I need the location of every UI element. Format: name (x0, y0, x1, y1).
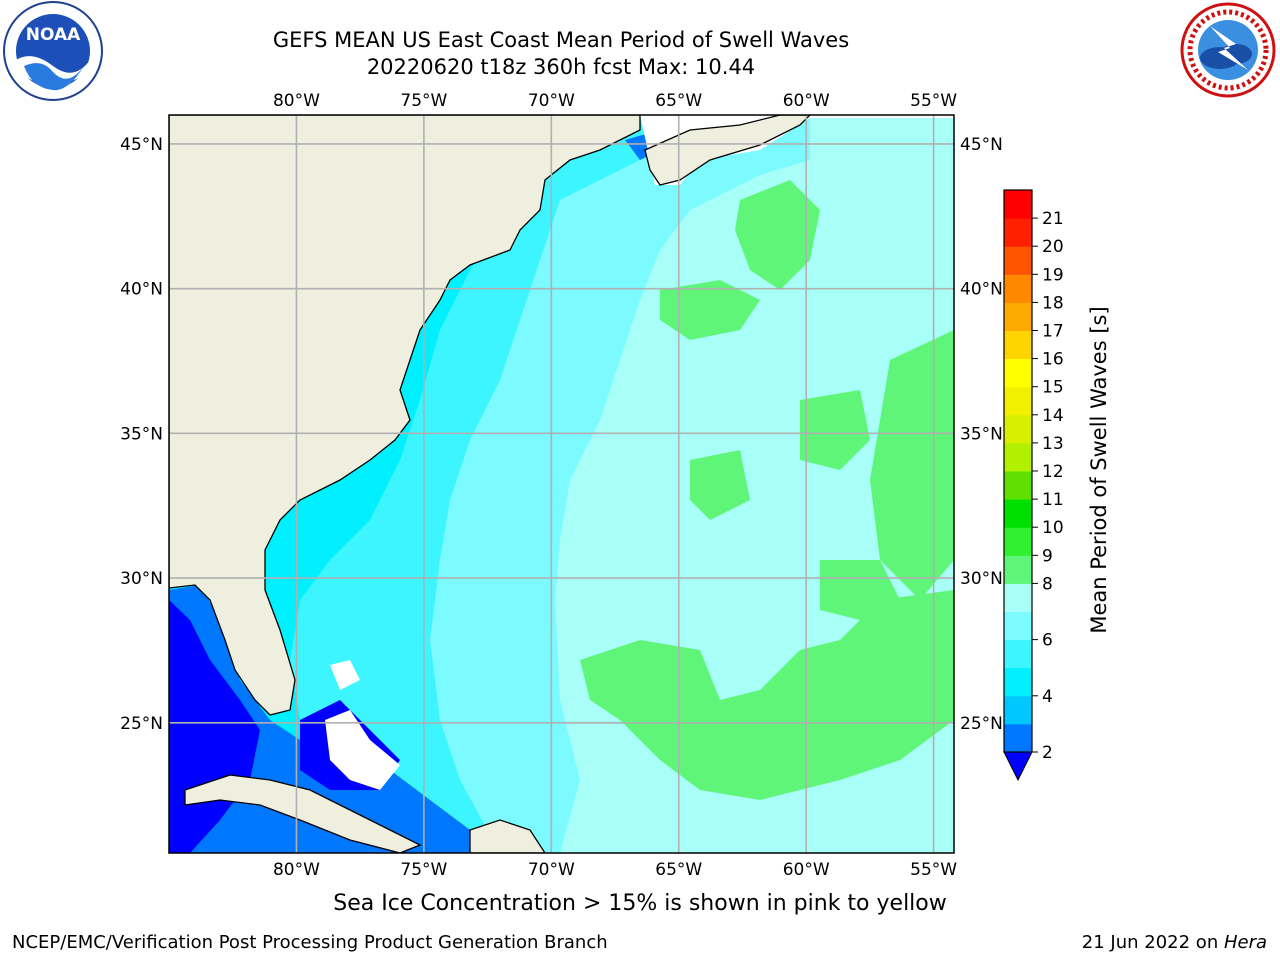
lat-labels-right: 45°N 40°N 35°N 30°N 25°N (960, 135, 1003, 734)
lat-tick-label-right: 40°N (960, 280, 1003, 300)
no-data-bahamas (325, 710, 400, 790)
lon-tick-label-bottom: 60°W (783, 860, 830, 880)
lon-tick-label-top: 60°W (783, 91, 830, 111)
colorbar-label: Mean Period of Swell Waves [s] (1087, 306, 1111, 633)
noaa-logo-text: NOAA (26, 25, 81, 45)
map-frame (168, 114, 955, 854)
colorbar-segment (1004, 639, 1032, 669)
lon-tick-label-top: 55°W (910, 91, 957, 111)
colorbar-tick-label: 2 (1042, 743, 1053, 763)
colorbar-tick-label: 8 (1042, 574, 1053, 594)
footer-date: 21 Jun 2022 on (1081, 932, 1224, 953)
colorbar-tick-label: 12 (1042, 462, 1064, 482)
lon-labels-bottom: 80°W 75°W 70°W 65°W 60°W 55°W (273, 860, 957, 880)
colorbar-segment (1004, 414, 1032, 444)
green-patch-5 (690, 450, 750, 520)
colorbar-segment (1004, 723, 1032, 753)
lat-tick-label-right: 35°N (960, 424, 1003, 444)
footer-right: 21 Jun 2022 on Hera (1082, 932, 1267, 953)
colorbar-segment (1004, 499, 1032, 528)
land-north-america (169, 115, 641, 716)
lon-tick-label-top: 70°W (528, 91, 575, 111)
lon-tick-label-bottom: 65°W (655, 860, 702, 880)
lat-labels-left: 45°N 40°N 35°N 30°N 25°N (120, 135, 163, 734)
colorbar-tick-label: 17 (1042, 322, 1064, 342)
lat-tick-label-right: 30°N (960, 569, 1003, 589)
lat-tick-label-right: 25°N (960, 714, 1003, 734)
lat-tick-label-left: 35°N (120, 424, 163, 444)
colorbar-segment (1004, 527, 1032, 556)
colorbar-segment (1004, 274, 1032, 303)
footer-host: Hera (1223, 932, 1267, 953)
colorbar-tick-label: 6 (1042, 631, 1053, 651)
colorbar-segment (1004, 358, 1032, 388)
colorbar-tick-label: 18 (1042, 293, 1064, 313)
colorbar-tick-label: 11 (1042, 490, 1064, 510)
colorbar-tick-label: 21 (1042, 209, 1064, 229)
colorbar-segment (1004, 246, 1032, 275)
colorbar-extend-min (1003, 751, 1033, 782)
colorbar-segment (1004, 611, 1032, 641)
land-nova-scotia (644, 115, 811, 186)
lon-tick-label-top: 80°W (273, 91, 320, 111)
sea-ice-note: Sea Ice Concentration > 15% is shown in … (333, 891, 947, 916)
colorbar-tick-label: 4 (1042, 687, 1053, 707)
green-patch-2 (660, 280, 760, 340)
colorbar-segment (1004, 330, 1032, 360)
colorbar-tick-label: 19 (1042, 265, 1064, 285)
lon-tick-label-bottom: 75°W (400, 860, 447, 880)
chart-title: GEFS MEAN US East Coast Mean Period of S… (272, 28, 850, 52)
colorbar-segment (1004, 695, 1032, 725)
colorbar-tick-label: 9 (1042, 546, 1053, 566)
lat-tick-label-left: 30°N (120, 569, 163, 589)
green-patch-4 (800, 390, 870, 470)
lon-tick-label-bottom: 80°W (273, 860, 320, 880)
colorbar-tick-label: 15 (1042, 378, 1064, 398)
colorbar-segment (1004, 667, 1032, 697)
lat-tick-label-right: 45°N (960, 135, 1003, 155)
colorbar-segment (1004, 190, 1032, 219)
footer-left: NCEP/EMC/Verification Post Processing Pr… (12, 932, 608, 953)
colorbar-segment (1004, 471, 1032, 500)
chart-subtitle: 20220620 t18z 360h fcst Max: 10.44 (366, 55, 756, 79)
green-patch-7 (820, 560, 900, 620)
colorbar-tick-label: 10 (1042, 518, 1064, 538)
colorbar-segment (1004, 302, 1032, 331)
colorbar: 2 4 6 8 9 10 11 12 13 14 15 16 17 18 19 20 21 (1003, 189, 1064, 782)
green-patch-1 (735, 180, 820, 290)
lat-tick-label-left: 45°N (120, 135, 163, 155)
lon-tick-label-top: 65°W (655, 91, 702, 111)
land-cuba (184, 774, 422, 853)
map-grid (169, 115, 954, 853)
noaa-logo-icon: NOAA (3, 1, 103, 101)
lat-tick-label-left: 40°N (120, 280, 163, 300)
colorbar-segment (1004, 218, 1032, 247)
no-data-bahamas-north (330, 660, 360, 690)
green-patch-6 (580, 590, 954, 800)
colorbar-segment (1004, 386, 1032, 416)
colorbar-segment (1004, 442, 1032, 472)
nws-logo-icon (1180, 2, 1276, 98)
land-hispaniola (469, 819, 546, 853)
lat-tick-label-left: 25°N (120, 714, 163, 734)
lon-labels-top: 80°W 75°W 70°W 65°W 60°W 55°W (273, 91, 957, 111)
colorbar-tick-label: 20 (1042, 237, 1064, 257)
colorbar-tick-label: 16 (1042, 350, 1064, 370)
lon-tick-label-bottom: 70°W (528, 860, 575, 880)
map-plot-area (169, 115, 954, 853)
lon-tick-label-bottom: 55°W (910, 860, 957, 880)
colorbar-tick-label: 13 (1042, 434, 1064, 454)
colorbar-segment (1004, 583, 1032, 612)
colorbar-segment (1004, 555, 1032, 584)
colorbar-tick-label: 14 (1042, 406, 1064, 426)
lon-tick-label-top: 75°W (400, 91, 447, 111)
